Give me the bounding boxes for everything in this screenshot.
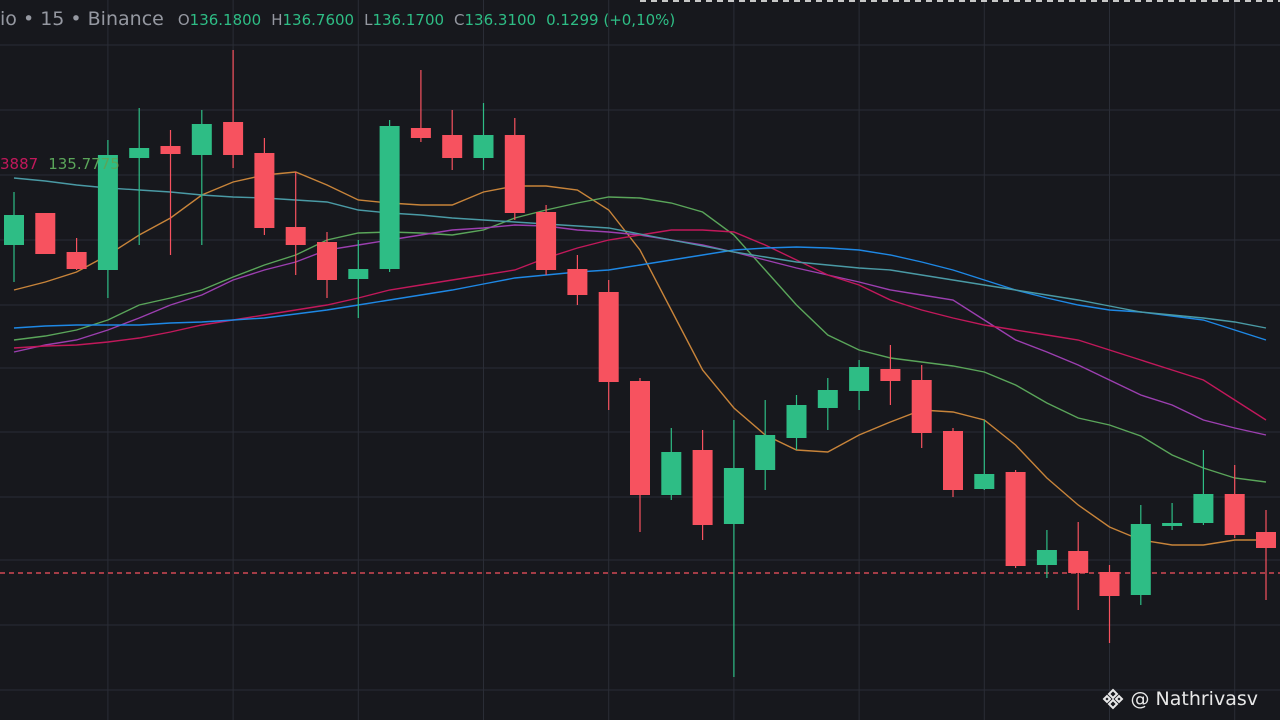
candle-body bbox=[630, 381, 650, 495]
ohlc-label: H bbox=[271, 11, 283, 29]
change-value: 0.1299 (+0,10%) bbox=[546, 11, 676, 29]
ma-label: 3887 bbox=[0, 155, 39, 173]
candle-body bbox=[817, 390, 838, 408]
candle-body bbox=[379, 126, 400, 269]
candle-body bbox=[1005, 472, 1026, 566]
ohlc-label: L bbox=[364, 11, 373, 29]
chart-title: io • 15 • Binance bbox=[0, 8, 164, 30]
candle-body bbox=[1162, 523, 1183, 526]
candle-body bbox=[1256, 532, 1276, 548]
candle-body bbox=[943, 431, 963, 490]
ma-line bbox=[13, 246, 1267, 341]
ma-line bbox=[13, 196, 1267, 483]
watermark: @ Nathrivasv bbox=[1102, 688, 1258, 710]
candle-body bbox=[4, 215, 24, 245]
watermark-text: @ Nathrivasv bbox=[1130, 688, 1258, 710]
candle-body bbox=[849, 367, 870, 391]
ma-line bbox=[13, 177, 1267, 329]
candle-body bbox=[723, 468, 744, 524]
ohlc-label: O bbox=[177, 11, 190, 29]
ohlc-item: C136.3100 bbox=[454, 11, 536, 29]
candle-body bbox=[911, 380, 932, 433]
ohlc-item: H136.7600 bbox=[271, 11, 354, 29]
candle-body bbox=[661, 452, 682, 495]
candle-body bbox=[285, 227, 306, 245]
candle-body bbox=[97, 155, 118, 270]
candle-body bbox=[786, 405, 807, 438]
ohlc-item: O136.1800 bbox=[178, 11, 261, 29]
candle-body bbox=[473, 135, 494, 158]
ohlc-value: 136.1800 bbox=[189, 11, 262, 29]
candle-body bbox=[692, 450, 713, 525]
candle-body bbox=[598, 292, 619, 382]
candle-body bbox=[536, 212, 557, 270]
candle-body bbox=[1099, 572, 1120, 596]
logo bbox=[1103, 688, 1124, 710]
candle-body bbox=[35, 213, 56, 254]
candle-body bbox=[442, 135, 463, 158]
candle-body bbox=[567, 269, 588, 295]
candle-body bbox=[223, 122, 244, 155]
ohlc-value: 136.3100 bbox=[464, 11, 537, 29]
candle-body bbox=[348, 269, 369, 279]
ohlc-item: L136.1700 bbox=[364, 11, 444, 29]
ma-labels: 3887 135.7775 bbox=[0, 155, 120, 173]
candle-body bbox=[1224, 494, 1245, 535]
candle-body bbox=[1036, 550, 1057, 565]
candle-body bbox=[1193, 494, 1214, 523]
candle-body bbox=[755, 435, 776, 470]
legend-header: io • 15 • Binance O136.1800 H136.7600 L136… bbox=[0, 8, 675, 30]
ma-line bbox=[13, 171, 1266, 546]
candle-body bbox=[410, 128, 431, 138]
ohlc-label: C bbox=[454, 11, 465, 29]
candle-body bbox=[191, 124, 212, 155]
candle-body bbox=[160, 146, 181, 154]
ma-line bbox=[13, 229, 1267, 421]
candle-body bbox=[129, 148, 150, 158]
ohlc-value: 136.1700 bbox=[372, 11, 445, 29]
ohlc-value: 136.7600 bbox=[282, 11, 355, 29]
ma-label: 135.7775 bbox=[48, 155, 120, 173]
candle-body bbox=[254, 153, 275, 228]
candle-body bbox=[66, 252, 87, 269]
candle-body bbox=[974, 474, 995, 489]
candle-body bbox=[1130, 524, 1151, 595]
candle-body bbox=[880, 369, 901, 381]
candle-body bbox=[317, 242, 337, 280]
candle-body bbox=[1068, 551, 1089, 573]
candle-body bbox=[504, 135, 525, 213]
